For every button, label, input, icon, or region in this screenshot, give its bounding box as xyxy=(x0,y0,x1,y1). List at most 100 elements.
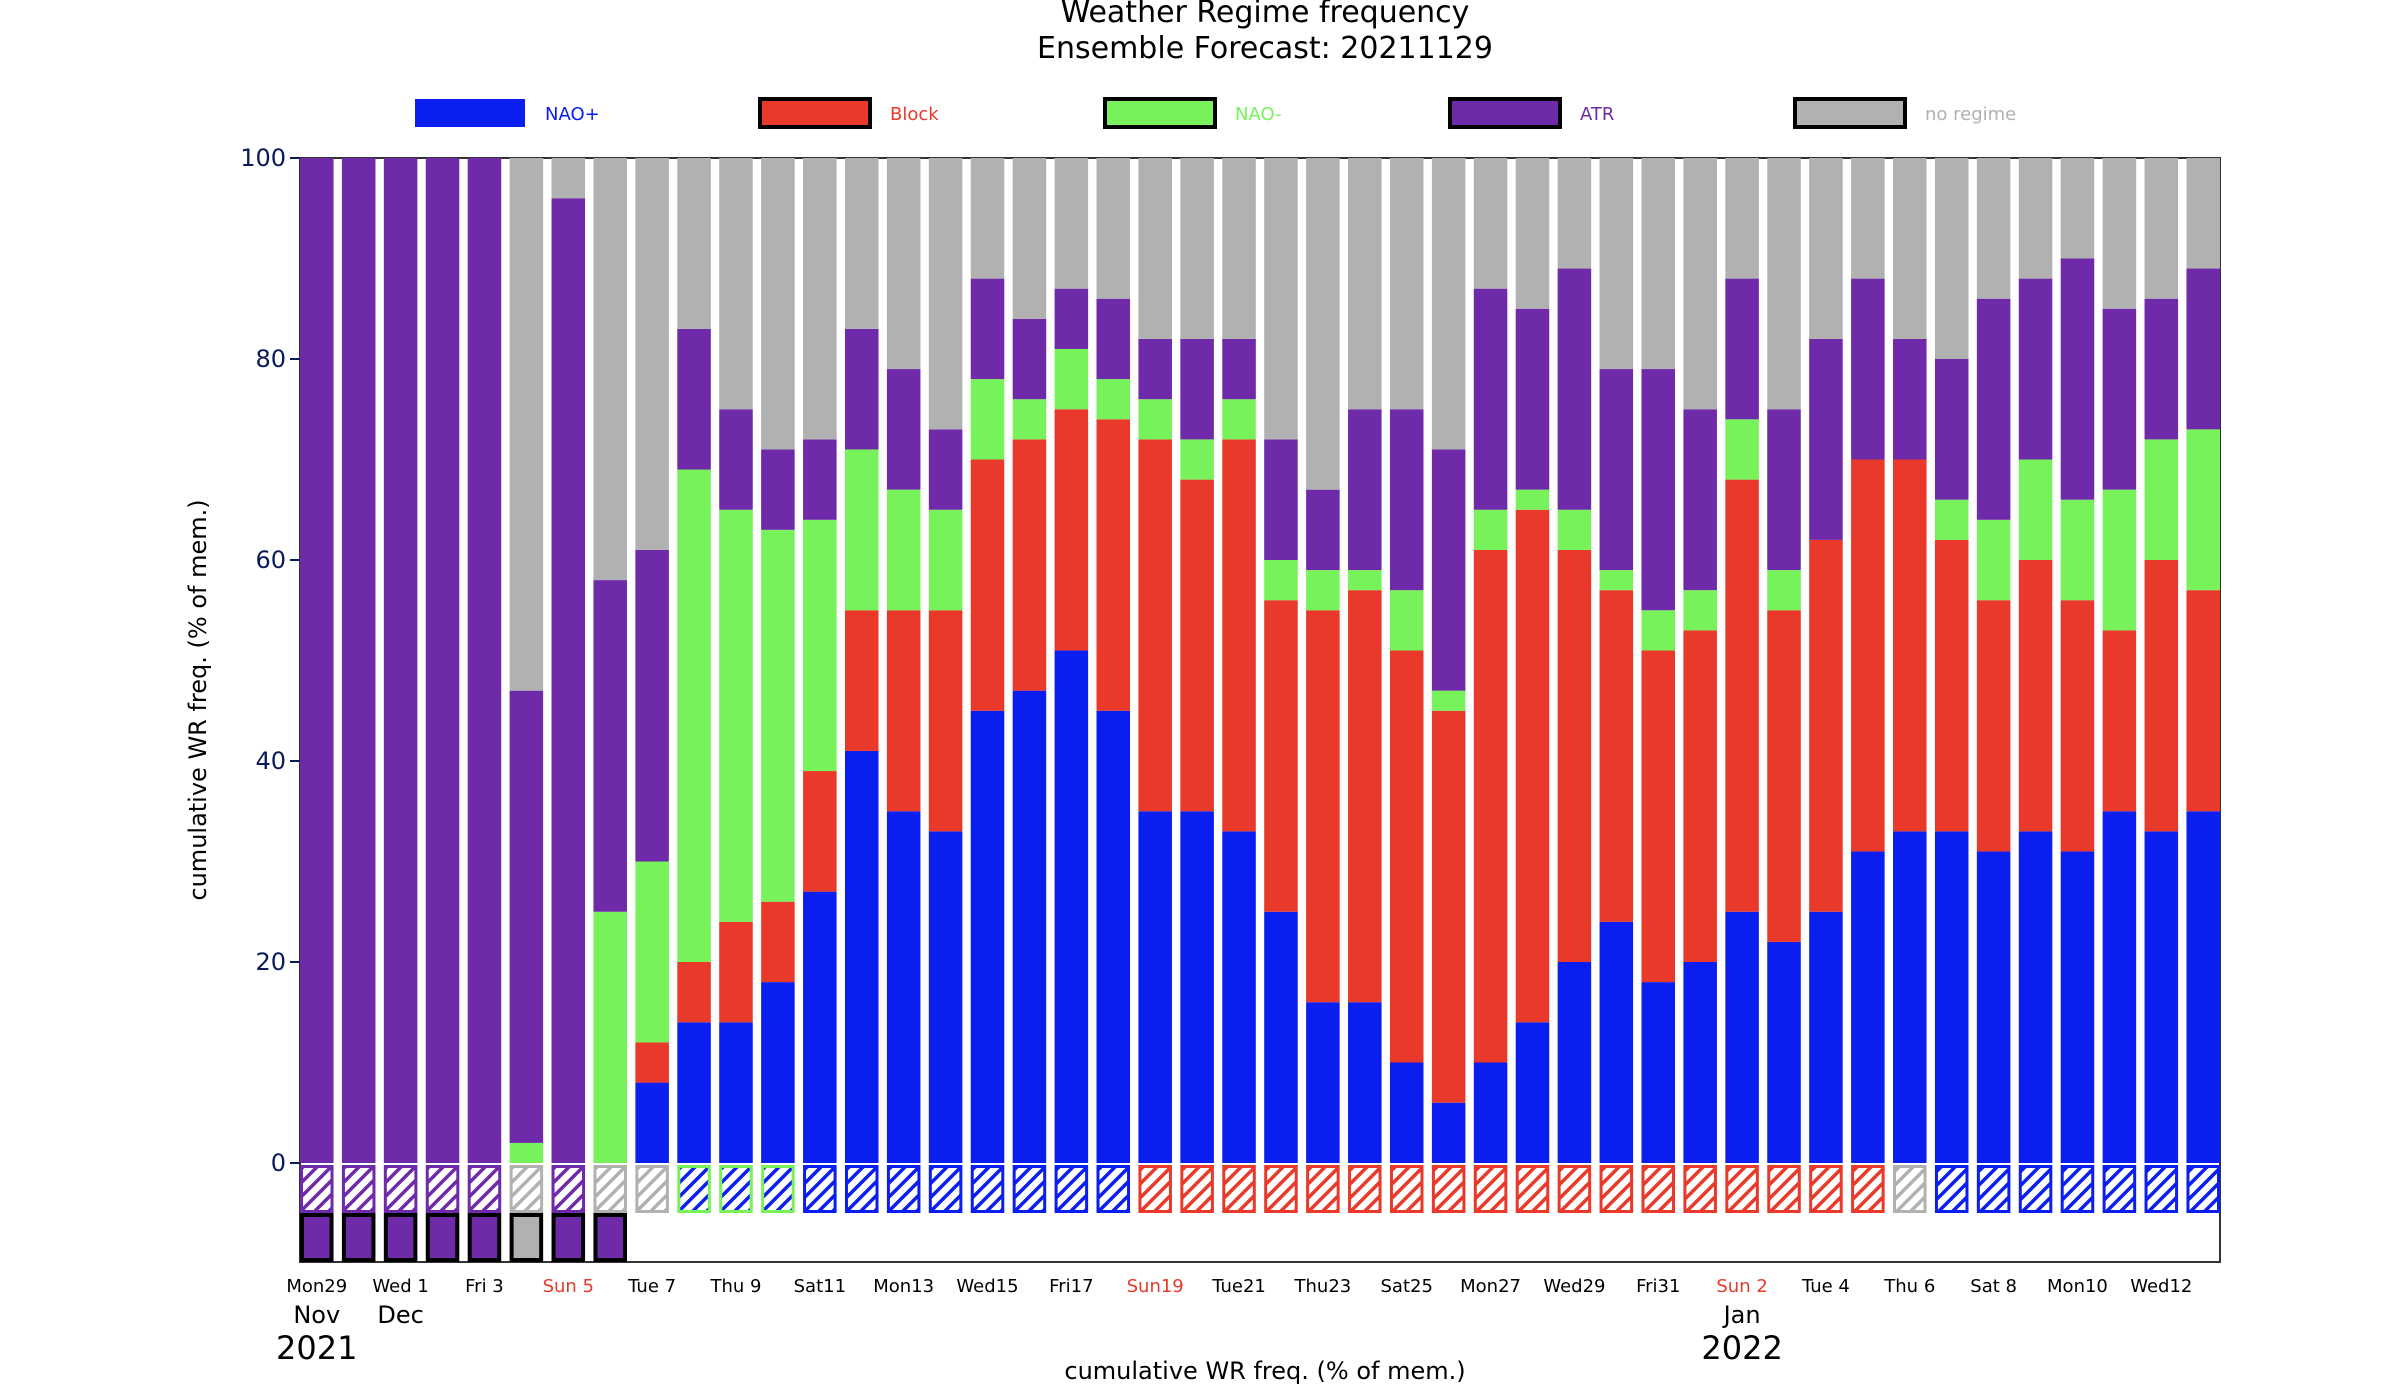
lifecycle-box-3 xyxy=(425,1213,460,1262)
daily-regime-22 xyxy=(1222,1165,1256,1213)
bar-no-regime-27 xyxy=(1431,158,1466,450)
bar-atr-23 xyxy=(1264,439,1298,560)
lifecycle-box-7 xyxy=(593,1213,627,1262)
bar-block-18 xyxy=(1054,409,1089,651)
bar-atr-30 xyxy=(1557,268,1592,510)
bar-nao-30 xyxy=(1557,509,1592,550)
plot-frame xyxy=(299,157,2221,1263)
bar-atr-1 xyxy=(341,158,376,1163)
x-tick-label-44: Wed12 xyxy=(2130,1276,2192,1297)
daily-regime-28 xyxy=(1473,1165,1508,1213)
bar-nao-8 xyxy=(635,861,669,1043)
x-tick-label-12: Sat11 xyxy=(794,1276,846,1297)
x-tick-label-10: Thu 9 xyxy=(709,1276,761,1297)
bar-block-33 xyxy=(1683,630,1717,962)
bar-nao-20 xyxy=(1138,399,1172,440)
daily-regime-23 xyxy=(1264,1165,1298,1213)
bar-atr-45 xyxy=(2186,268,2220,430)
bar-no-regime-32 xyxy=(1641,158,1676,370)
bar-block-21 xyxy=(1180,479,1214,812)
bar-atr-33 xyxy=(1683,409,1717,591)
bar-nao-25 xyxy=(1348,570,1382,591)
bar-block-14 xyxy=(886,610,921,812)
bar-nao-31 xyxy=(1599,921,1634,1163)
bar-no-regime-36 xyxy=(1809,158,1843,339)
bar-block-24 xyxy=(1306,610,1340,1003)
bar-nao-27 xyxy=(1431,690,1466,711)
bar-block-27 xyxy=(1431,710,1466,1103)
bar-block-35 xyxy=(1767,610,1801,942)
bar-atr-29 xyxy=(1515,308,1550,490)
bar-no-regime-17 xyxy=(1012,158,1047,319)
bar-atr-4 xyxy=(467,158,502,1163)
bar-atr-7 xyxy=(593,580,627,912)
bar-nao-44 xyxy=(2144,831,2179,1163)
bar-nao-18 xyxy=(1054,650,1089,1163)
daily-regime-13 xyxy=(844,1165,879,1213)
bar-nao-17 xyxy=(1012,690,1047,1163)
bar-no-regime-44 xyxy=(2144,158,2179,299)
bar-block-25 xyxy=(1348,590,1382,1003)
bar-nao-39 xyxy=(1934,831,1969,1163)
bar-no-regime-40 xyxy=(1976,158,2011,299)
bar-nao-36 xyxy=(1809,911,1843,1163)
x-tick-label-24: Thu23 xyxy=(1294,1276,1352,1297)
bar-no-regime-35 xyxy=(1767,158,1801,410)
daily-regime-14 xyxy=(886,1165,921,1213)
lifecycle-box-6 xyxy=(551,1213,586,1262)
month-label-nov: Nov xyxy=(293,1301,340,1329)
bar-no-regime-43 xyxy=(2102,158,2137,309)
bar-atr-25 xyxy=(1348,409,1382,571)
bar-block-40 xyxy=(1976,600,2011,852)
bar-block-9 xyxy=(677,962,711,1023)
bar-atr-28 xyxy=(1473,288,1508,510)
x-tick-label-40: Sat 8 xyxy=(1970,1276,2017,1297)
daily-regime-39 xyxy=(1934,1165,1969,1213)
bar-nao-14 xyxy=(886,489,921,611)
bar-block-19 xyxy=(1096,419,1131,711)
bar-nao-34 xyxy=(1725,419,1759,480)
year-label-2022: 2022 xyxy=(1701,1329,1782,1367)
daily-regime-15 xyxy=(928,1165,963,1213)
bar-block-37 xyxy=(1851,459,1885,852)
bar-no-regime-12 xyxy=(803,158,837,440)
bar-no-regime-19 xyxy=(1096,158,1131,299)
bar-atr-22 xyxy=(1222,338,1256,400)
bar-nao-45 xyxy=(2186,811,2220,1163)
bar-atr-43 xyxy=(2102,308,2137,490)
bar-atr-13 xyxy=(844,328,879,450)
bar-block-29 xyxy=(1515,509,1550,1023)
bar-no-regime-22 xyxy=(1222,158,1256,339)
x-tick-label-36: Tue 4 xyxy=(1801,1276,1850,1297)
bar-atr-12 xyxy=(803,439,837,520)
bar-nao-13 xyxy=(844,449,879,611)
bar-nao-32 xyxy=(1641,982,1676,1163)
bar-nao-12 xyxy=(803,891,837,1163)
bar-nao-29 xyxy=(1515,1022,1550,1163)
legend-swatch-nao xyxy=(415,99,525,127)
daily-regime-43 xyxy=(2102,1165,2137,1213)
x-axis: Mon29 Wed 1 Fri 3 Sun 5 Tue 7 Thu 9 Sat11 Mon13… xyxy=(276,1276,2192,1367)
bar-nao-19 xyxy=(1096,379,1131,420)
bar-atr-14 xyxy=(886,369,921,490)
bar-nao-12 xyxy=(803,519,837,772)
daily-regime-9 xyxy=(677,1165,711,1213)
bar-block-13 xyxy=(844,610,879,751)
bar-atr-41 xyxy=(2018,278,2053,460)
bar-nao-23 xyxy=(1264,560,1298,601)
bar-no-regime-26 xyxy=(1389,158,1424,410)
bar-nao-7 xyxy=(593,911,627,1163)
bar-block-44 xyxy=(2144,560,2179,832)
bar-block-30 xyxy=(1557,549,1592,962)
x-tick-label-28: Mon27 xyxy=(1460,1276,1521,1297)
daily-regime-10 xyxy=(719,1165,753,1213)
bar-no-regime-11 xyxy=(761,158,795,450)
month-label-dec: Dec xyxy=(377,1301,423,1329)
lifecycle-box-2 xyxy=(383,1213,418,1262)
daily-regime-45 xyxy=(2186,1165,2221,1213)
y-tick-label-0: 0 xyxy=(271,1149,286,1177)
bar-nao-18 xyxy=(1054,348,1089,410)
bar-nao-38 xyxy=(1893,831,1927,1163)
bar-nao-16 xyxy=(970,710,1005,1163)
